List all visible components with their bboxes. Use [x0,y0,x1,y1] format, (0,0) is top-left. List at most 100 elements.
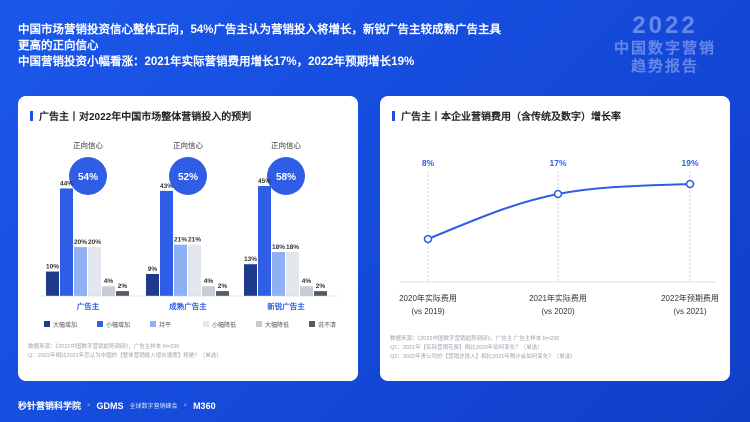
legend-label: 大幅增加 [53,321,77,329]
card2-note-3: Q2：2022年贵公司的【营销总投入】相比2021年预计会如何变化？（单选） [390,354,576,360]
confidence-badge [69,157,107,195]
bar-说不清 [116,291,129,296]
category-sublabel: (vs 2019) [411,307,445,316]
bar-小幅增加 [258,186,271,296]
bar-label: 9% [148,266,158,273]
report-brand: 2022 中国数字营销 趋势报告 [600,12,730,76]
bar-label: 43% [160,183,173,190]
separator-x: × [183,402,188,409]
title-bullet [392,110,395,121]
legend-swatch [309,321,315,327]
card1-note-2: Q：2022年相比2021年您认为中国的【整体营销投入增长速度】将是？（单选） [28,353,222,359]
gdms-sub: 全球数字营销峰会 [129,404,178,410]
legend-swatch [150,321,156,327]
bar-小幅降低 [88,247,101,296]
category-label: 2020年实际费用 [399,293,457,303]
legend-swatch [97,321,103,327]
card-growth-rate: 广告主丨本企业营销费用（含传统及数字）增长率 8% 2020年实际费用 (vs 20… [380,96,730,381]
line-chart: 8% 2020年实际费用 (vs 2019) 17% 2021年实际费用 (vs 2020… [399,158,719,316]
bar-chart: 正向信心 54% 10% 44% 20% 20% 4% 2% 广告主 正向信心 52% 9% 43% 21… [38,140,338,329]
badge-value: 54% [78,172,98,183]
miaozhen-logo: 秒针营销科学院 [18,401,82,411]
card1-notes: 数据来源：《2022中国数字营销趋势调研》，广告主样本 N=230 Q：2022… [28,343,222,361]
brand-year: 2022 [632,12,698,39]
bar-label: 13% [244,256,257,263]
bar-label: 18% [272,244,285,251]
headline-line-1: 中国市场营销投资信心整体正向，54%广告主认为营销投入将增长，新锐广告主较成熟广… [18,24,502,36]
bar-label: 20% [88,239,101,246]
category-sublabel: (vs 2021) [673,307,707,316]
card2-title-text: 广告主丨本企业营销费用（含传统及数字）增长率 [401,112,621,123]
value-label: 8% [422,158,435,168]
badge-label: 正向信心 [73,140,103,150]
bar-label: 10% [46,264,59,271]
bar-持平 [174,244,187,296]
bar-持平 [272,252,285,296]
bar-大幅降低 [300,286,313,296]
bar-说不清 [314,291,327,296]
headline-line-3: 中国营销投资小幅看涨：2021年实际营销费用增长17%，2022年预期增长19% [18,56,415,68]
card-investment-forecast: 广告主丨对2022年中国市场整体营销投入的预判 正向信心 54% 10% 44% 20%… [18,96,358,381]
bar-label: 4% [104,278,114,285]
headline: 中国市场营销投资信心整体正向，54%广告主认为营销投入将增长，新锐广告主较成熟广… [18,22,578,70]
data-point [423,234,433,244]
legend-label: 持平 [159,321,171,329]
category-label: 广告主 [77,301,100,311]
gdms-logo: GDMS [96,400,124,411]
bar-label: 2% [218,283,228,290]
bar-说不清 [216,291,229,296]
legend-swatch [203,321,209,327]
bar-大幅增加 [146,274,159,296]
card1-title: 广告主丨对2022年中国市场整体营销投入的预判 [30,108,251,123]
brand-title-1: 中国数字营销 [613,40,716,57]
confidence-badge [267,157,305,195]
legend-label: 说不清 [318,321,336,329]
data-point [553,189,563,199]
bar-label: 21% [174,237,187,244]
bar-label: 44% [60,180,73,187]
bar-大幅增加 [244,264,257,296]
headline-line-2: 更高的正向信心 [18,40,99,52]
footer-logos: 秒针营销科学院 × GDMS 全球数字营销峰会 × M360 [18,399,216,412]
legend-label: 大幅降低 [265,321,289,329]
brand-title-2: 趋势报告 [630,58,699,75]
data-point [685,179,695,189]
title-bullet [30,110,33,121]
legend-swatch [256,321,262,327]
category-label: 新锐广告主 [267,301,305,311]
bar-label: 2% [316,283,326,290]
bar-小幅降低 [188,244,201,296]
legend-label: 小幅降低 [212,321,236,329]
bar-大幅降低 [102,286,115,296]
category-label: 成熟广告主 [169,301,207,311]
card1-title-text: 广告主丨对2022年中国市场整体营销投入的预判 [39,112,252,123]
bar-label: 2% [118,283,128,290]
card2-notes: 数据来源：《2022中国数字营销趋势调研》，广告主 广告主样本 N=230 Q1… [390,335,576,362]
bar-label: 20% [74,239,87,246]
bar-label: 4% [204,278,214,285]
value-label: 19% [681,158,698,168]
bar-label: 4% [302,278,312,285]
bar-大幅降低 [202,286,215,296]
m360-logo: M360 [193,400,216,411]
bar-小幅增加 [60,188,73,296]
separator-x: × [87,402,91,409]
badge-label: 正向信心 [173,140,203,150]
bar-label: 45% [258,178,271,185]
value-label: 17% [549,158,566,168]
card2-title: 广告主丨本企业营销费用（含传统及数字）增长率 [392,108,621,123]
legend-label: 小幅增加 [106,321,130,329]
legend-swatch [44,321,50,327]
bar-label: 18% [286,244,299,251]
bar-大幅增加 [46,271,59,296]
category-sublabel: (vs 2020) [541,307,575,316]
category-label: 2022年预期费用 [661,293,719,303]
badge-label: 正向信心 [271,140,301,150]
bar-持平 [74,247,87,296]
category-label: 2021年实际费用 [529,293,587,303]
badge-value: 58% [276,172,296,183]
card2-note-2: Q1：2021年【实际营销花费】相比2020年如何变化？（单选） [390,345,543,351]
badge-value: 52% [178,172,198,183]
confidence-badge [169,157,207,195]
bar-小幅降低 [286,252,299,296]
